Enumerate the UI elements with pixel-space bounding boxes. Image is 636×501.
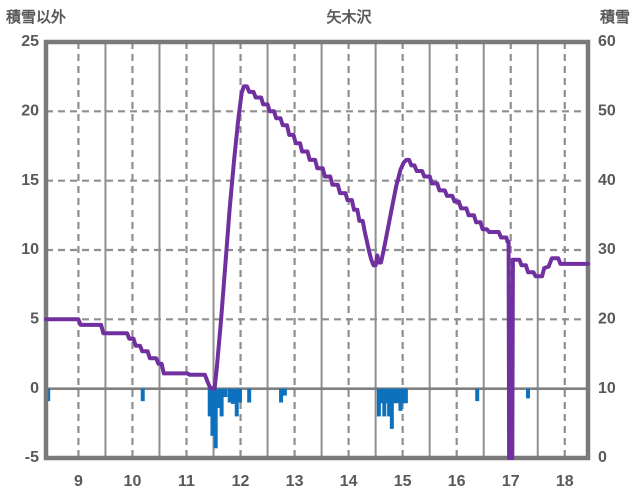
svg-text:18: 18 (556, 473, 574, 490)
svg-text:17: 17 (502, 473, 520, 490)
svg-text:11: 11 (178, 473, 195, 490)
left-axis-ticks: 25 20 15 10 5 0 -5 (21, 33, 39, 466)
svg-text:20: 20 (598, 311, 616, 328)
svg-text:-5: -5 (25, 449, 39, 466)
svg-text:12: 12 (232, 473, 250, 490)
svg-text:25: 25 (21, 33, 39, 50)
svg-text:50: 50 (598, 103, 616, 120)
x-axis-ticks: 9 10 11 12 13 14 15 16 17 18 (74, 473, 574, 490)
svg-text:5: 5 (30, 311, 39, 328)
svg-text:14: 14 (340, 473, 358, 490)
right-axis-title: 積雪 (599, 9, 630, 26)
plot-border (43, 39, 591, 461)
snow-depth-line (44, 84, 590, 460)
svg-text:15: 15 (394, 473, 412, 490)
svg-text:0: 0 (30, 380, 39, 397)
svg-text:16: 16 (448, 473, 466, 490)
h-gridlines (46, 110, 588, 321)
svg-text:9: 9 (74, 473, 83, 490)
svg-text:15: 15 (21, 172, 39, 189)
svg-text:60: 60 (598, 33, 616, 50)
left-axis-title: 積雪以外 (6, 9, 67, 26)
svg-text:40: 40 (598, 172, 616, 189)
svg-text:10: 10 (21, 241, 39, 258)
precip-bars (46, 388, 531, 449)
svg-text:10: 10 (598, 380, 616, 397)
right-axis-ticks: 60 50 40 30 20 10 0 (598, 33, 616, 466)
svg-text:0: 0 (598, 449, 607, 466)
chart-title: 矢木沢 (326, 9, 372, 26)
svg-text:10: 10 (124, 473, 142, 490)
svg-text:13: 13 (286, 473, 304, 490)
svg-text:20: 20 (21, 103, 39, 120)
svg-text:30: 30 (598, 241, 616, 258)
